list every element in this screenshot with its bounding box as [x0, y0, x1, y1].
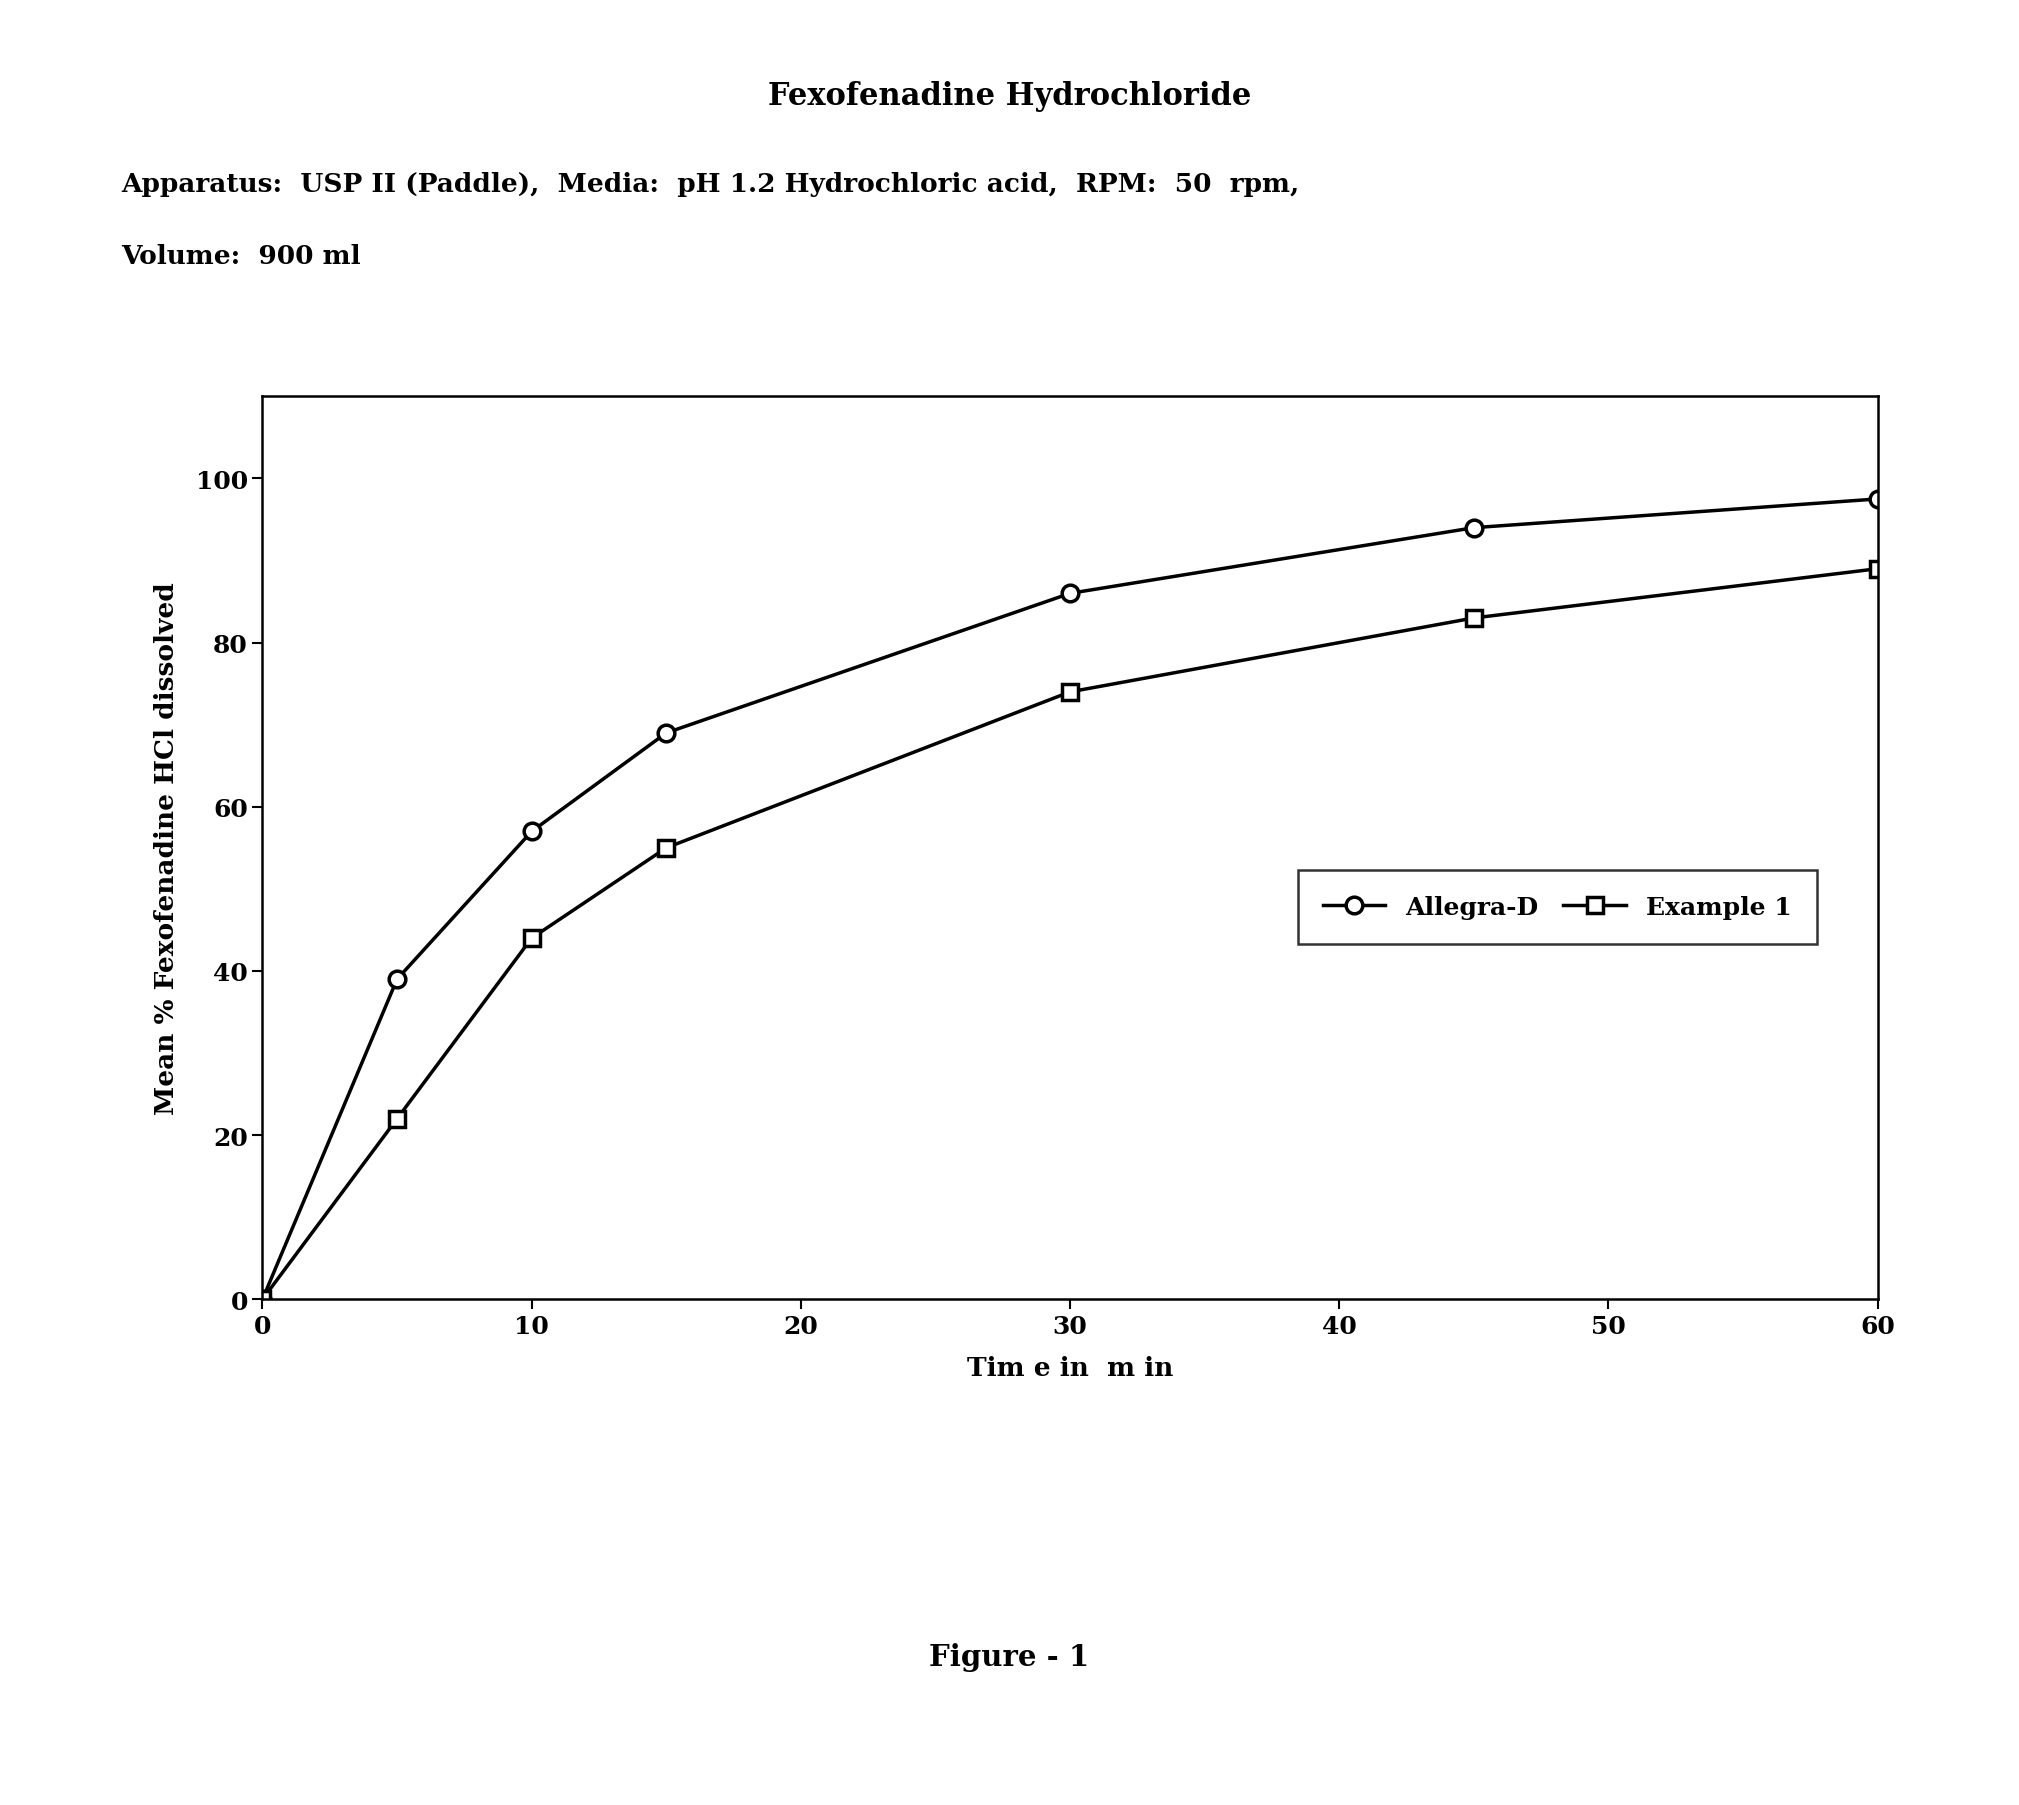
Allegra-D: [654, 722, 678, 744]
Example 1: [250, 1289, 275, 1310]
Text: Fexofenadine Hydrochloride: Fexofenadine Hydrochloride: [767, 81, 1252, 112]
Line: Allegra-D: Allegra-D: [254, 491, 1886, 1309]
Text: Figure - 1: Figure - 1: [929, 1643, 1090, 1671]
Allegra-D: [1058, 583, 1082, 605]
X-axis label: Tim e in  m in: Tim e in m in: [967, 1356, 1173, 1379]
Example 1: [386, 1108, 410, 1130]
Example 1: [519, 928, 543, 949]
Text: Volume:  900 ml: Volume: 900 ml: [121, 244, 361, 269]
Example 1: [1866, 558, 1890, 579]
Example 1: [1462, 608, 1486, 630]
Allegra-D: [250, 1289, 275, 1310]
Example 1: [1058, 682, 1082, 704]
Allegra-D: [1462, 518, 1486, 540]
Allegra-D: [1866, 489, 1890, 511]
Line: Example 1: Example 1: [254, 561, 1886, 1307]
Allegra-D: [386, 969, 410, 991]
Text: Apparatus:  USP II (Paddle),  Media:  pH 1.2 Hydrochloric acid,  RPM:  50  rpm,: Apparatus: USP II (Paddle), Media: pH 1.…: [121, 171, 1300, 197]
Legend: Allegra-D, Example 1: Allegra-D, Example 1: [1298, 870, 1817, 944]
Y-axis label: Mean % Fexofenadine HCl dissolved: Mean % Fexofenadine HCl dissolved: [153, 583, 180, 1114]
Example 1: [654, 838, 678, 859]
Allegra-D: [519, 821, 543, 843]
